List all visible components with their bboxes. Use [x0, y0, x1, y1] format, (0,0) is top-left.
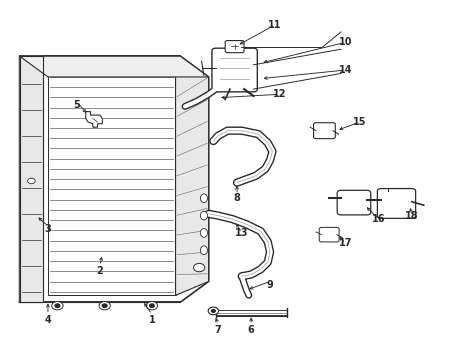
Polygon shape — [19, 56, 209, 302]
FancyBboxPatch shape — [212, 48, 257, 92]
Text: 16: 16 — [372, 214, 385, 224]
FancyBboxPatch shape — [314, 123, 335, 139]
Polygon shape — [86, 112, 102, 127]
Ellipse shape — [201, 194, 208, 203]
Circle shape — [146, 302, 157, 310]
Text: 6: 6 — [248, 325, 255, 335]
Text: 1: 1 — [148, 315, 155, 325]
Circle shape — [150, 304, 155, 307]
Ellipse shape — [201, 229, 208, 237]
Text: 14: 14 — [339, 65, 353, 75]
Text: 8: 8 — [234, 193, 240, 203]
Text: 15: 15 — [353, 117, 366, 127]
Text: 2: 2 — [97, 266, 103, 276]
Text: 17: 17 — [339, 238, 353, 248]
Text: 7: 7 — [215, 325, 221, 335]
Circle shape — [208, 307, 219, 315]
Ellipse shape — [201, 246, 208, 255]
Text: 9: 9 — [267, 280, 273, 290]
Circle shape — [193, 263, 205, 272]
Circle shape — [55, 304, 60, 307]
Bar — [48, 63, 175, 295]
Circle shape — [102, 304, 107, 307]
Text: 13: 13 — [235, 228, 248, 238]
Text: 4: 4 — [45, 315, 51, 325]
FancyBboxPatch shape — [319, 227, 339, 242]
Text: 3: 3 — [45, 224, 51, 235]
Circle shape — [211, 309, 215, 312]
Circle shape — [99, 302, 110, 310]
Ellipse shape — [201, 211, 208, 220]
FancyBboxPatch shape — [337, 190, 371, 215]
Polygon shape — [19, 56, 43, 302]
Polygon shape — [19, 56, 209, 77]
Polygon shape — [175, 63, 209, 295]
Text: 18: 18 — [405, 211, 419, 221]
FancyBboxPatch shape — [225, 41, 244, 53]
Circle shape — [27, 178, 35, 184]
Text: 11: 11 — [268, 20, 282, 30]
Text: 12: 12 — [273, 89, 286, 99]
FancyBboxPatch shape — [377, 189, 416, 218]
Circle shape — [52, 302, 63, 310]
Text: 10: 10 — [339, 37, 353, 47]
Text: 5: 5 — [73, 100, 80, 110]
